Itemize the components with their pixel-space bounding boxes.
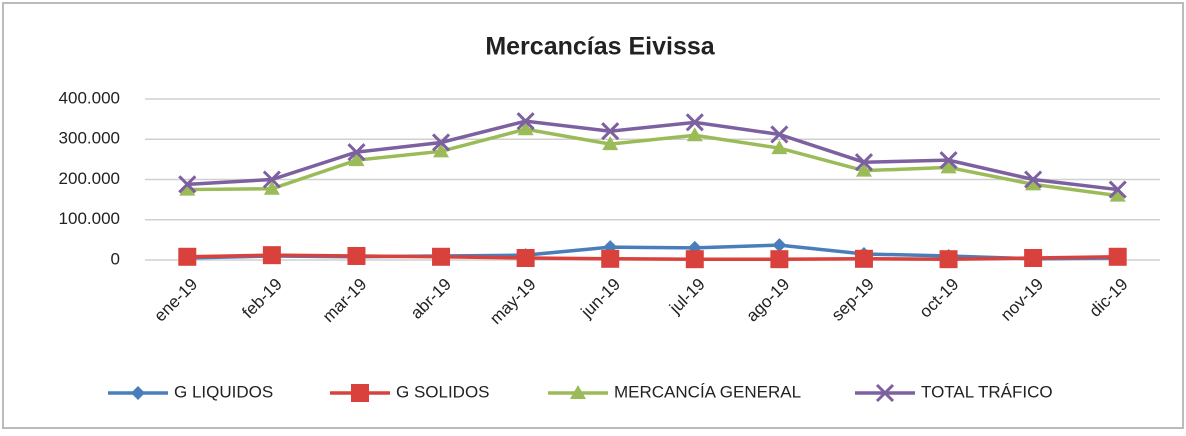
data-point <box>854 153 874 172</box>
legend-marker <box>875 383 895 403</box>
data-point <box>263 180 280 195</box>
data-point <box>432 247 451 266</box>
data-point <box>179 181 196 196</box>
data-point <box>855 162 872 177</box>
data-point <box>1108 180 1127 199</box>
data-point <box>770 125 789 144</box>
data-point <box>854 249 873 268</box>
data-point <box>516 112 535 131</box>
data-point <box>1109 187 1126 202</box>
legend-label: G LIQUIDOS <box>174 382 273 401</box>
data-point <box>601 122 620 141</box>
data-point <box>178 175 197 194</box>
data-point <box>601 249 620 268</box>
data-point <box>348 152 365 167</box>
data-point <box>347 143 366 162</box>
series-line <box>187 253 1118 261</box>
chart-title: Mercancías Eivissa <box>485 33 715 61</box>
data-point <box>1024 248 1043 267</box>
data-point <box>685 113 704 132</box>
data-point <box>178 247 197 266</box>
legend-marker <box>351 384 369 402</box>
data-point <box>1108 247 1127 266</box>
legend-marker <box>570 385 586 399</box>
data-point <box>772 238 787 253</box>
data-point <box>686 127 703 142</box>
legend-label: G SOLIDOS <box>396 382 490 401</box>
legend-marker <box>131 386 145 400</box>
data-point <box>771 140 788 155</box>
data-point <box>431 133 451 152</box>
data-point <box>517 121 534 136</box>
data-point <box>939 151 958 170</box>
y-tick-label: 0 <box>111 249 120 268</box>
data-point <box>433 143 450 158</box>
legend-label: TOTAL TRÁFICO <box>921 382 1053 401</box>
data-point <box>685 250 704 269</box>
data-point <box>262 246 281 265</box>
data-point <box>939 250 958 269</box>
y-tick-label: 100.000 <box>59 209 120 228</box>
data-point <box>347 246 366 265</box>
data-point <box>1024 170 1043 189</box>
y-tick-label: 200.000 <box>59 169 120 188</box>
y-tick-label: 400.000 <box>59 88 120 107</box>
data-point <box>516 248 535 267</box>
data-point <box>770 250 789 269</box>
legend-label: MERCANCÍA GENERAL <box>614 382 801 401</box>
series-line <box>187 119 1118 192</box>
data-point <box>1025 176 1042 191</box>
chart-frame <box>2 2 1184 429</box>
data-point <box>602 136 619 151</box>
data-point <box>940 159 957 174</box>
series-line <box>187 127 1118 198</box>
y-tick-label: 300.000 <box>59 129 120 148</box>
data-point <box>262 170 281 189</box>
